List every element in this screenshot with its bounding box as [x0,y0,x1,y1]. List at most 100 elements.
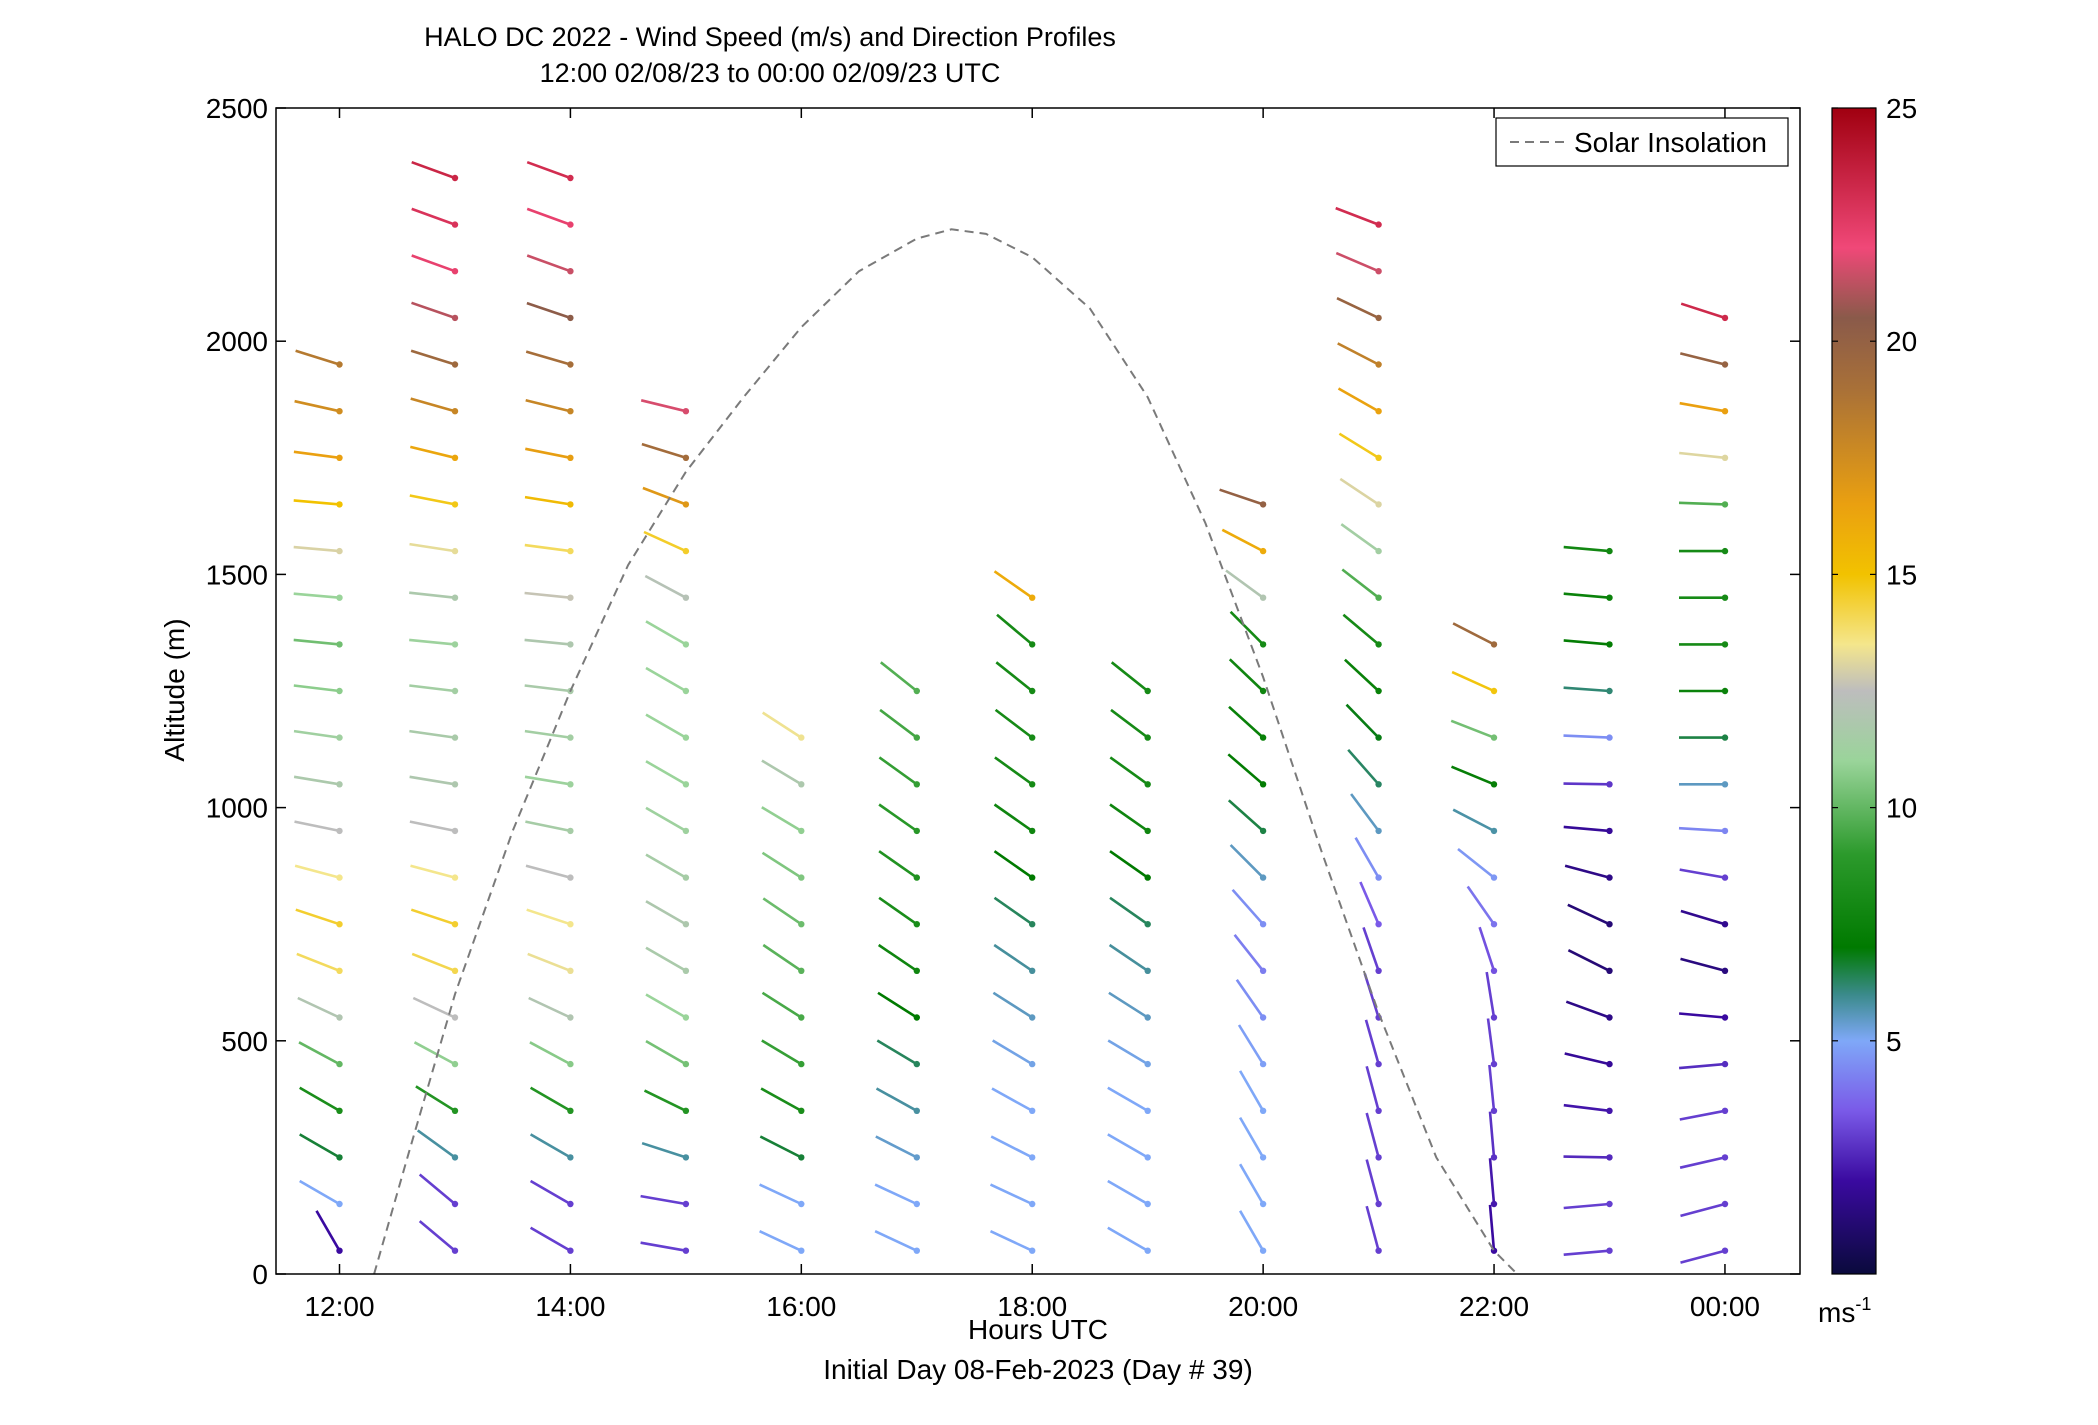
wind-barb-point [1721,1107,1729,1115]
wind-barb-point [798,1107,805,1115]
wind-barb-shaft [1341,568,1380,599]
wind-barb-shaft [1486,1018,1496,1065]
wind-barb-shaft [1228,658,1264,692]
wind-barb-shaft [529,1086,572,1112]
wind-barb-shaft [409,684,456,693]
wind-barb-point [1490,687,1498,695]
wind-barb-shaft [645,993,687,1019]
wind-barb-point [682,687,690,695]
x-axis-label: Hours UTC [968,1314,1108,1345]
wind-barb-point [1721,1154,1729,1161]
wind-barb-shaft [526,160,571,180]
wind-barb-shaft [411,160,456,180]
wind-barb-point [1144,781,1151,788]
wind-barb-shaft [293,775,340,786]
wind-barb-shaft [643,530,687,553]
wind-barb-shaft [295,908,340,926]
wind-barb-shaft [1337,387,1380,413]
wind-barb-point [567,501,574,508]
y-tick-label: 500 [221,1026,268,1057]
wind-barb-point [682,1107,690,1115]
wind-barb-shaft [994,708,1033,739]
wind-barb-shaft [1563,1155,1610,1159]
wind-barb-shaft [1679,352,1726,366]
wind-barb-point [336,1200,343,1208]
wind-barb-shaft [1365,1205,1380,1252]
wind-barb-point [1721,408,1729,415]
wind-barb-point [1375,221,1382,228]
wind-barb-point [1375,454,1382,461]
wind-barb-shaft [990,1135,1033,1159]
wind-barb-point [1259,641,1267,648]
wind-barb-point [336,921,343,928]
wind-barb-shaft [645,666,687,693]
wind-barb-point [1029,641,1036,648]
wind-barb-point [913,921,920,928]
wind-barb-shaft [640,399,687,413]
wind-barb-point [451,781,459,788]
wind-barb-shaft [1679,401,1726,413]
wind-barb-shaft [1342,613,1380,646]
wind-barb-point [451,454,459,461]
wind-barb-shaft [1107,1179,1149,1206]
wind-barb-shaft [418,1220,456,1252]
wind-barb-point [1721,734,1729,741]
wind-barb-point [682,1247,690,1254]
wind-barb-shaft [416,1129,456,1159]
wind-barb-point [336,594,343,601]
wind-barb-shaft [295,349,340,366]
wind-barb-point [1490,1154,1498,1161]
wind-barb-shaft [1563,639,1610,646]
wind-barb-shaft [1225,569,1264,599]
wind-barb-point [451,547,459,555]
wind-barb-shaft [1488,1111,1496,1158]
wind-barb-shaft [1680,302,1726,320]
wind-barb-shaft [299,1133,341,1159]
wind-barb-shaft [524,775,571,786]
wind-barb-shaft [526,908,571,926]
wind-barb-point [682,1154,690,1161]
wind-barb-shaft [294,399,340,413]
wind-barb-shaft [989,1230,1033,1252]
wind-barb-point [1259,967,1267,974]
wind-barb-shaft [293,684,340,693]
wind-barb-shaft [1563,1103,1610,1113]
wind-barb-shaft [1563,782,1610,786]
wind-barb-shaft [529,1179,572,1206]
x-tick-label: 18:00 [997,1291,1067,1322]
wind-barb-point [1259,594,1267,601]
wind-barb-shaft [410,864,456,879]
wind-barb-shaft [759,1230,802,1252]
wind-barb-shaft [761,1039,802,1066]
wind-barb-point [1029,967,1036,974]
colorbar-tick-label: 5 [1886,1026,1902,1057]
wind-barb-point [451,408,459,415]
wind-barb-shaft [299,1086,341,1112]
wind-barb-shaft [1478,926,1496,972]
wind-barb-point [336,827,343,835]
wind-barb-shaft [1679,1109,1726,1121]
wind-barb-shaft [877,943,918,972]
wind-barb-shaft [293,638,340,646]
wind-barb-shaft [1338,432,1380,459]
wind-barb-point [1375,314,1382,322]
wind-barb-point [682,1200,690,1208]
wind-barb-shaft [1109,850,1149,879]
chart-subtitle: 12:00 02/08/23 to 00:00 02/09/23 UTC [540,58,1001,88]
wind-barb-point [451,501,459,508]
y-tick-label: 0 [252,1259,268,1290]
wind-barb-shaft [1365,1159,1380,1205]
y-tick-label: 2500 [206,93,268,124]
x-axis-ticks: 12:00 14:00 16:00 18:00 20:00 22:00 00:00 [304,108,1760,1322]
wind-barb-point [1375,268,1382,275]
wind-barb-shaft [1680,1202,1726,1218]
wind-barb-point [1144,1247,1151,1254]
wind-barb-point [336,454,343,461]
wind-barb-point [1721,1200,1729,1208]
wind-barb-point [798,1014,805,1021]
wind-barb-point [1144,1107,1151,1115]
wind-barb-point [451,687,459,695]
wind-barb-point [1490,1200,1498,1208]
wind-barb-shaft [644,574,687,599]
wind-barb-point [1490,1014,1498,1021]
